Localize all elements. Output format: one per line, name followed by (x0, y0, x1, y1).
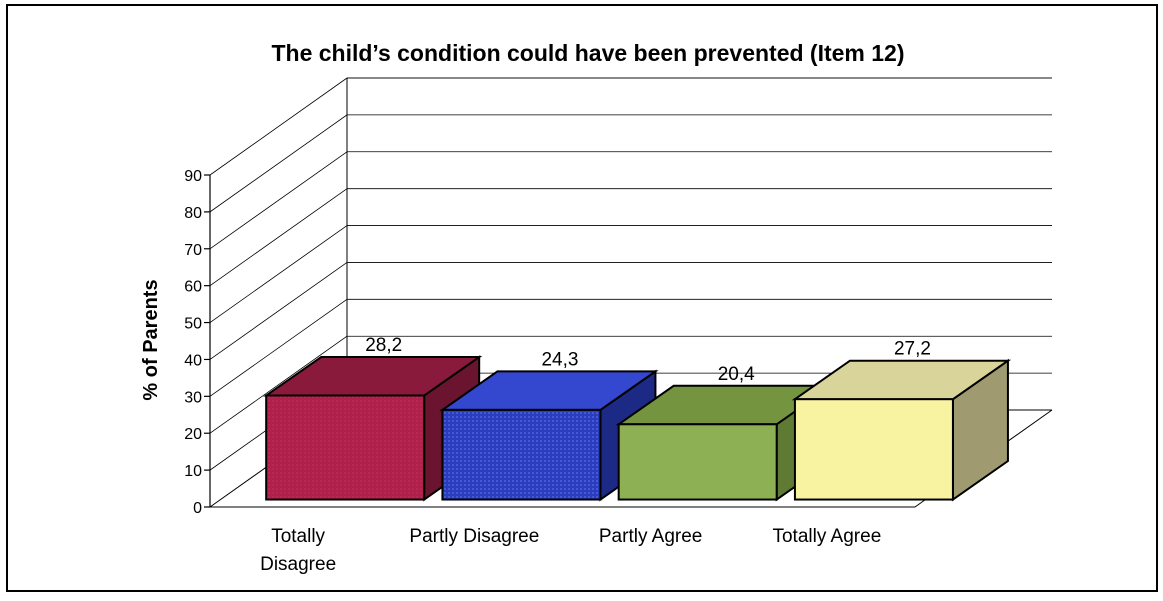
y-tick-label: 80 (184, 205, 202, 222)
y-tick-label: 0 (193, 500, 202, 517)
x-tick-label: Partly Agree (599, 526, 703, 547)
gridline-side (209, 151, 348, 250)
gridline-side (209, 225, 348, 323)
gridline-side (209, 188, 348, 286)
data-label: 24,3 (541, 349, 578, 370)
bar-front (793, 398, 954, 501)
chart-title: The child’s condition could have been pr… (271, 40, 905, 66)
bar-front (265, 394, 426, 501)
bar-1 (263, 355, 483, 502)
bar-4 (791, 358, 1012, 502)
bar-front (441, 408, 602, 501)
bars (263, 355, 1012, 502)
gridline-side (209, 114, 348, 213)
x-tick-label-line: Partly Disagree (409, 526, 539, 547)
data-label: 20,4 (718, 364, 755, 385)
y-tick-label: 20 (184, 426, 202, 443)
y-tick-label: 70 (184, 242, 202, 259)
y-tick-label: 50 (184, 316, 202, 333)
y-axis: 0 10 20 30 40 50 60 70 80 90 (184, 168, 211, 517)
y-tick-label: 30 (184, 389, 202, 406)
y-tick-label: 90 (184, 168, 202, 185)
x-tick-label-line: Partly Agree (599, 526, 703, 547)
gridline-side (209, 77, 348, 176)
x-tick-label-line: Totally Agree (772, 526, 881, 547)
y-axis-label: % of Parents (140, 279, 162, 400)
y-tick-label: 40 (184, 352, 202, 369)
y-tick-label: 10 (184, 463, 202, 480)
x-tick-label: Partly Disagree (409, 526, 539, 547)
data-label: 27,2 (894, 339, 931, 360)
gridline-side (209, 335, 348, 434)
gridline-side (209, 262, 348, 360)
x-tick-label-line: Totally (271, 526, 325, 547)
x-tick-label: Totally Disagree (260, 526, 336, 575)
x-tick-label-line: Disagree (260, 554, 336, 575)
gridline-side (209, 299, 348, 397)
x-tick-label: Totally Agree (772, 526, 881, 547)
y-tick-label: 60 (184, 279, 202, 296)
bar-front (617, 423, 778, 501)
data-label: 28,2 (365, 335, 402, 356)
